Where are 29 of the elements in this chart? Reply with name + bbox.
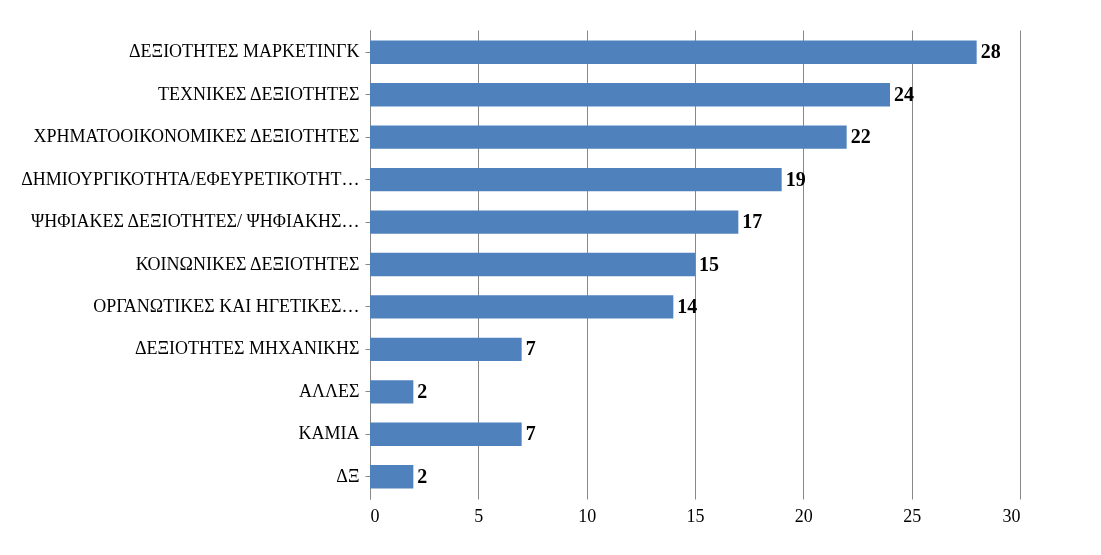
y-tick-label: ΔΕΞΙΟΤΗΤΕΣ ΜΗΧΑΝΙΚΗΣ [134, 338, 360, 359]
y-tick-label: ΤΕΧΝΙΚΕΣ ΔΕΞΙΟΤΗΤΕΣ [157, 83, 360, 104]
x-tick-label: 0 [370, 505, 380, 526]
data-label: 15 [699, 252, 719, 275]
data-label: 14 [677, 294, 698, 317]
data-label: 24 [894, 82, 914, 105]
x-tick-label: 10 [578, 505, 597, 526]
y-tick-label: ΨΗΦΙΑΚΕΣ ΔΕΞΙΟΤΗΤΕΣ/ ΨΗΦΙΑΚΗΣ… [31, 211, 360, 232]
y-tick-label: ΟΡΓΑΝΩΤΙΚΕΣ ΚΑΙ ΗΓΕΤΙΚΕΣ… [93, 295, 360, 316]
data-label: 7 [525, 337, 536, 360]
x-tick-label: 5 [474, 505, 484, 526]
x-tick-label: 25 [903, 505, 922, 526]
data-label: 22 [850, 125, 871, 148]
x-tick-label: 30 [1002, 505, 1021, 526]
y-tick-label: ΚΟΙΝΩΝΙΚΕΣ ΔΕΞΙΟΤΗΤΕΣ [135, 253, 360, 274]
y-tick-label: ΑΛΛΕΣ [298, 380, 360, 401]
x-tick-label: 20 [794, 505, 813, 526]
y-tick-label: ΔΕΞΙΟΤΗΤΕΣ ΜΑΡΚΕΤΙΝΓΚ [128, 41, 360, 62]
y-tick-label: ΚΑΜΙΑ [298, 423, 360, 444]
data-label: 2 [417, 379, 428, 402]
y-tick-label: ΔΞ [336, 465, 360, 486]
data-label: 19 [785, 167, 806, 190]
data-label: 7 [525, 422, 536, 445]
data-label: 2 [417, 464, 428, 487]
x-tick-label: 15 [686, 505, 705, 526]
y-tick-label: ΧΡΗΜΑΤΟΟΙΚΟΝΟΜΙΚΕΣ ΔΕΞΙΟΤΗΤΕΣ [33, 126, 360, 147]
y-tick-label: ΔΗΜΙΟΥΡΓΙΚΟΤΗΤΑ/ΕΦΕΥΡΕΤΙΚΟΤΗΤ… [21, 168, 360, 189]
data-label: 17 [742, 210, 763, 233]
data-label: 28 [980, 40, 1001, 63]
